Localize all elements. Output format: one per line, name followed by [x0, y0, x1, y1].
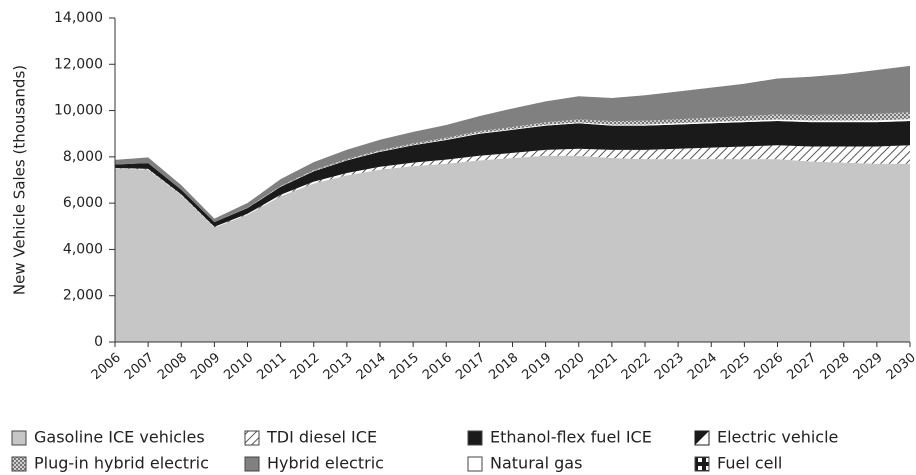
x-tick-label: 2016 — [420, 350, 455, 383]
y-tick-label: 8,000 — [63, 149, 103, 165]
y-tick-label: 4,000 — [63, 241, 103, 257]
x-tick-label: 2024 — [685, 350, 720, 383]
legend-label: Natural gas — [490, 454, 582, 473]
y-tick-label: 10,000 — [54, 103, 103, 119]
legend-swatch — [467, 456, 483, 472]
x-tick-label: 2013 — [321, 350, 356, 383]
area — [115, 120, 910, 227]
x-tick-label: 2009 — [188, 350, 223, 383]
legend-swatch — [244, 430, 260, 446]
legend-swatch — [11, 430, 27, 446]
x-tick-label: 2006 — [89, 350, 124, 383]
x-tick-label: 2029 — [851, 350, 886, 383]
legend-swatch — [244, 456, 260, 472]
legend-label: Plug-in hybrid electric — [34, 454, 209, 473]
area — [115, 145, 910, 228]
x-tick-label: 2025 — [718, 350, 753, 383]
x-tick-label: 2022 — [619, 350, 654, 383]
x-tick-label: 2023 — [652, 350, 687, 383]
y-tick-label: 14,000 — [54, 10, 103, 26]
legend-label: Ethanol-flex fuel ICE — [490, 428, 652, 447]
x-tick-label: 2014 — [354, 350, 389, 383]
legend-label: Fuel cell — [717, 454, 782, 473]
x-tick-label: 2018 — [486, 350, 521, 383]
x-tick-label: 2027 — [784, 350, 819, 383]
x-tick-label: 2011 — [254, 350, 289, 383]
legend-swatch — [467, 430, 483, 446]
x-tick-label: 2007 — [122, 350, 157, 383]
x-tick-label: 2021 — [586, 350, 621, 383]
x-tick-label: 2008 — [155, 350, 190, 383]
y-axis-label: New Vehicle Sales (thousands) — [11, 65, 29, 295]
legend-swatch-diag — [695, 431, 709, 445]
legend-swatch — [11, 456, 27, 472]
legend-swatch — [694, 456, 710, 472]
x-tick-label: 2015 — [387, 350, 422, 383]
legend-label: Electric vehicle — [717, 428, 838, 447]
area — [115, 65, 910, 223]
legend: Gasoline ICE vehicles TDI diesel ICE Ethan… — [11, 428, 838, 473]
area — [115, 155, 910, 342]
x-tick-label: 2030 — [884, 350, 916, 383]
x-tick-label: 2020 — [553, 350, 588, 383]
legend-label: Gasoline ICE vehicles — [34, 428, 205, 447]
x-tick-label: 2026 — [751, 350, 786, 383]
y-tick-label: 0 — [94, 334, 103, 350]
x-tick-label: 2017 — [453, 350, 488, 383]
x-tick-label: 2028 — [818, 350, 853, 383]
legend-label: Hybrid electric — [267, 454, 384, 473]
y-tick-label: 2,000 — [63, 288, 103, 304]
x-tick-label: 2019 — [519, 350, 554, 383]
y-tick-label: 12,000 — [54, 56, 103, 72]
legend-label: TDI diesel ICE — [266, 428, 377, 447]
x-tick-label: 2012 — [288, 350, 323, 383]
x-tick-label: 2010 — [221, 350, 256, 383]
y-tick-label: 6,000 — [63, 195, 103, 211]
